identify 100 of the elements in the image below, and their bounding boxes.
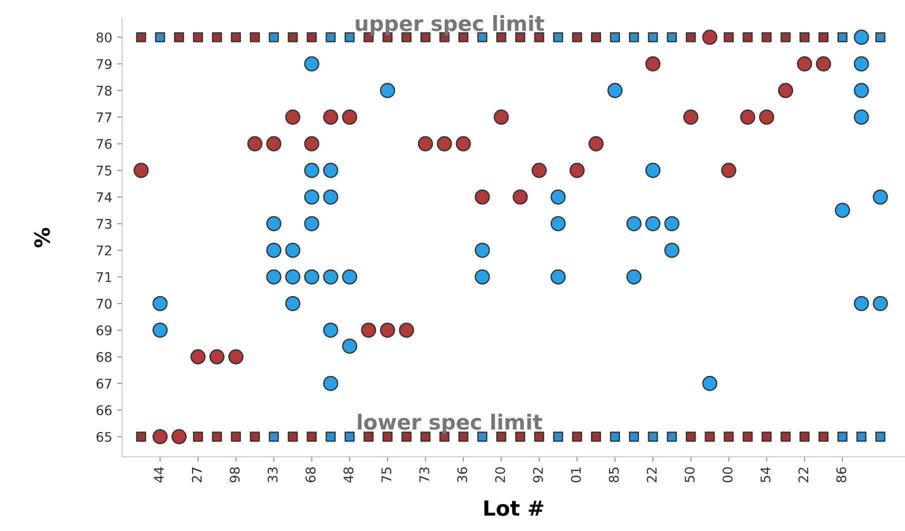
- point: [854, 30, 869, 45]
- x-tick-label: 73: [419, 467, 430, 482]
- y-tick-label: 80: [96, 32, 112, 42]
- point: [304, 56, 320, 72]
- point: [854, 82, 869, 98]
- point: [398, 322, 414, 338]
- y-tick-label: 72: [96, 245, 112, 256]
- x-tick-label: 98: [230, 467, 240, 482]
- point: [854, 296, 869, 312]
- point: [796, 56, 812, 72]
- point: [645, 216, 660, 232]
- point: [474, 189, 490, 205]
- point: [342, 269, 358, 284]
- x-tick-label: 22: [646, 468, 657, 482]
- point: [323, 269, 338, 284]
- y-tick-label: 71: [96, 272, 112, 282]
- y-tick-label: 77: [96, 112, 112, 122]
- x-tick-label: 00: [722, 467, 733, 482]
- annotation: lower spec limit: [358, 414, 542, 434]
- point: [228, 349, 244, 364]
- point: [664, 216, 680, 232]
- y-tick-label: 65: [96, 432, 112, 442]
- x-tick-label: 54: [760, 467, 770, 482]
- point: [588, 136, 604, 152]
- y-tick-label: 73: [96, 218, 112, 229]
- x-tick-label: 68: [306, 467, 316, 482]
- point: [626, 216, 642, 232]
- x-tick-label: 92: [533, 468, 544, 482]
- x-axis-title: Lot #: [484, 500, 544, 516]
- point: [456, 136, 471, 152]
- point: [607, 82, 623, 98]
- x-tick-label: 36: [457, 467, 468, 482]
- point: [702, 376, 718, 391]
- annotation: upper spec limit: [356, 15, 544, 36]
- y-tick-label: 66: [96, 405, 112, 416]
- point: [361, 322, 376, 338]
- point: [380, 322, 396, 338]
- point: [304, 162, 320, 178]
- point: [834, 202, 850, 218]
- x-tick-label: 48: [343, 467, 354, 483]
- point: [304, 136, 320, 152]
- point: [702, 30, 718, 45]
- x-tick-label: 27: [192, 468, 202, 482]
- point: [323, 322, 338, 338]
- point: [474, 242, 490, 258]
- point: [645, 162, 660, 178]
- point: [854, 56, 869, 72]
- point: [152, 322, 168, 338]
- y-tick-label: 69: [96, 325, 112, 336]
- point: [342, 338, 358, 354]
- y-tick-label: 74: [96, 192, 112, 202]
- point: [778, 82, 794, 98]
- point: [664, 242, 680, 258]
- point: [323, 110, 338, 125]
- x-tick-label: 33: [268, 467, 278, 482]
- point: [323, 162, 338, 178]
- point: [152, 296, 168, 312]
- point: [474, 269, 490, 284]
- x-tick-label: 01: [570, 468, 581, 482]
- x-tick-label: 86: [836, 467, 846, 482]
- x-tick-label: 44: [154, 467, 164, 483]
- point: [323, 376, 338, 391]
- point: [721, 162, 736, 178]
- point: [266, 242, 282, 258]
- point: [285, 269, 300, 284]
- point: [436, 136, 452, 152]
- point: [209, 349, 225, 364]
- point: [304, 189, 320, 205]
- y-tick-label: 79: [96, 59, 112, 70]
- point: [342, 110, 358, 125]
- y-tick-label: 78: [96, 86, 112, 96]
- point: [512, 189, 528, 205]
- point: [570, 162, 585, 178]
- point: [418, 136, 434, 152]
- point: [550, 269, 566, 284]
- point: [266, 136, 282, 152]
- y-tick-label: 76: [96, 138, 112, 149]
- point: [645, 56, 660, 72]
- point: [759, 110, 774, 125]
- x-tick-label: 50: [684, 467, 695, 482]
- point: [626, 269, 642, 284]
- point: [134, 162, 149, 178]
- point: [740, 110, 756, 125]
- point: [532, 162, 547, 178]
- y-tick-label: 75: [96, 166, 112, 176]
- point: [285, 242, 300, 258]
- point: [171, 429, 187, 444]
- point: [304, 216, 320, 232]
- point: [550, 216, 566, 232]
- y-tick-label: 70: [96, 298, 112, 309]
- x-tick-label: 85: [608, 468, 619, 482]
- point: [304, 269, 320, 284]
- point: [854, 110, 869, 125]
- x-tick-label: 20: [495, 467, 506, 482]
- point: [285, 296, 300, 312]
- point: [872, 296, 888, 312]
- point: [872, 189, 888, 205]
- point: [380, 82, 396, 98]
- point: [247, 136, 262, 152]
- point: [190, 349, 206, 364]
